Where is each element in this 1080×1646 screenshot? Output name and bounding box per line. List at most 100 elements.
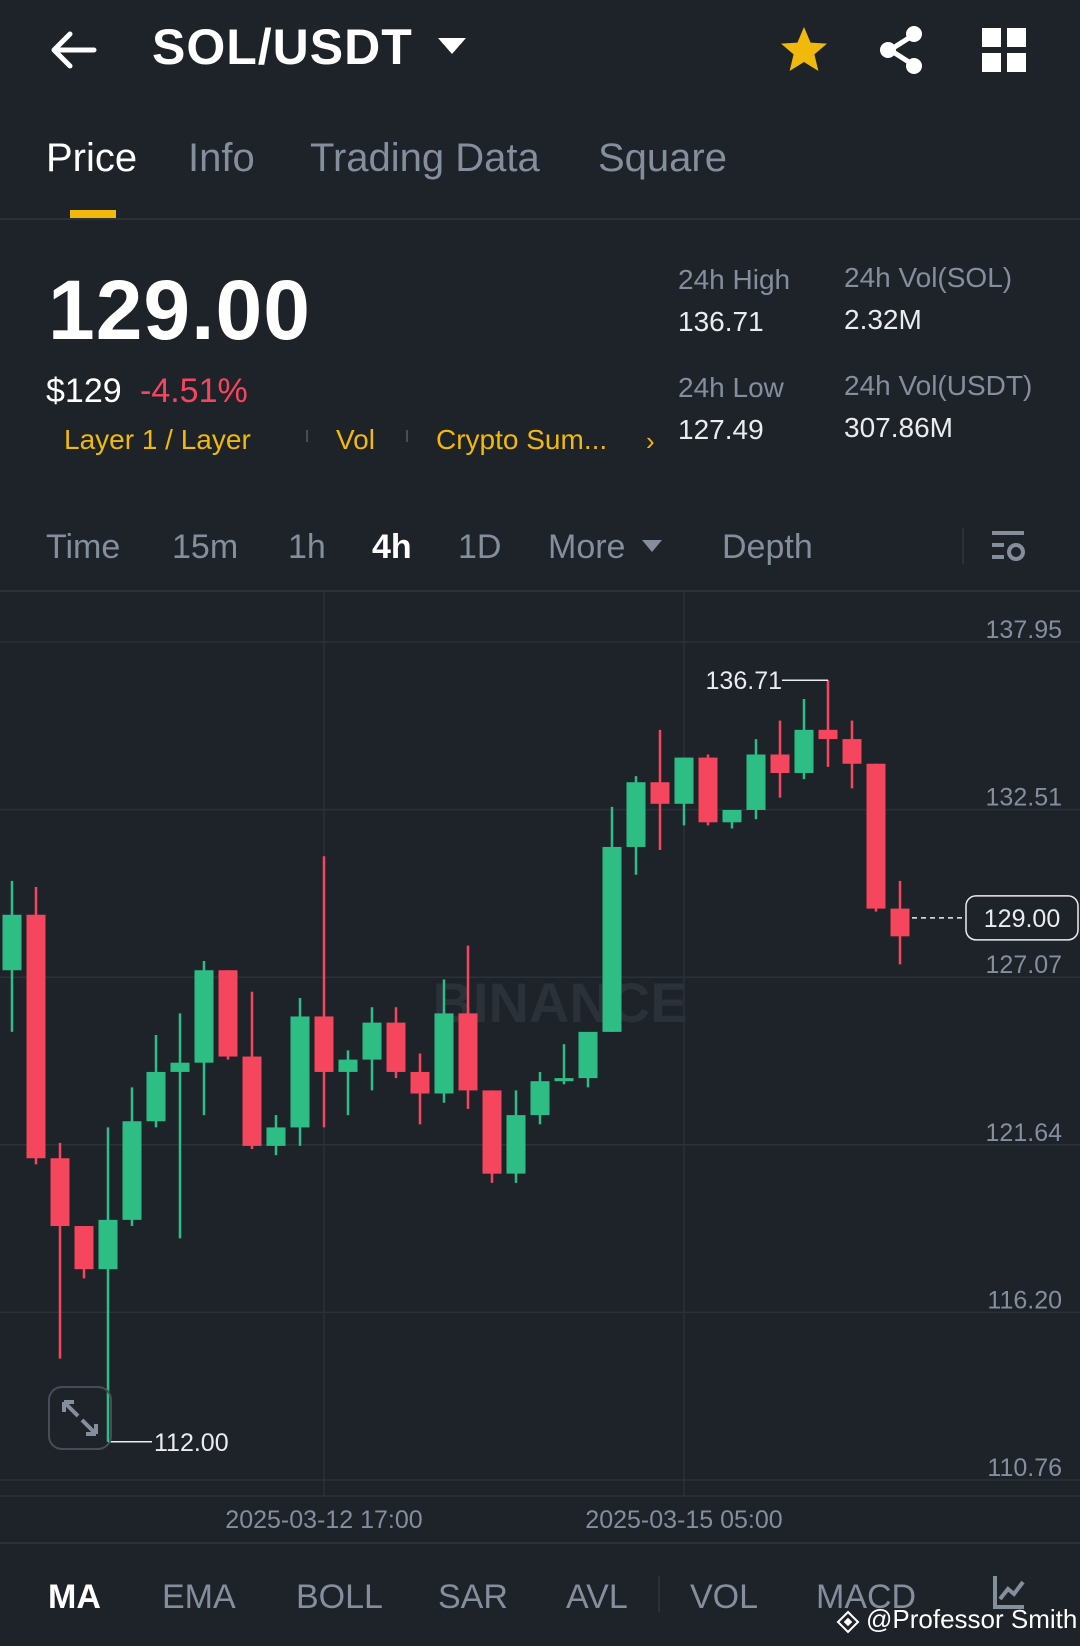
high-marker-label: 136.71 xyxy=(706,667,782,695)
interval-1d[interactable]: 1D xyxy=(458,528,502,566)
stat-24h-vol-quote-label: 24h Vol(USDT) xyxy=(844,370,1033,401)
stat-24h-vol-quote-value: 307.86M xyxy=(844,412,953,443)
tab-trading-data[interactable]: Trading Data xyxy=(310,136,540,180)
candle-body xyxy=(506,1115,526,1174)
usd-price: $129 xyxy=(46,372,122,410)
binance-logo-icon xyxy=(836,1610,860,1634)
caret-down-icon[interactable] xyxy=(438,38,466,54)
candle-body xyxy=(842,739,862,764)
candle-body xyxy=(386,1022,406,1072)
candle-body xyxy=(674,757,694,804)
tag-separator xyxy=(306,430,308,442)
interval-time[interactable]: Time xyxy=(46,528,121,566)
back-arrow-icon[interactable] xyxy=(48,28,98,72)
candles xyxy=(2,680,910,1442)
caret-down-icon[interactable] xyxy=(642,540,662,552)
candle-body xyxy=(890,908,910,937)
candle-body xyxy=(818,729,838,740)
candle-body xyxy=(26,914,46,1159)
candle-body xyxy=(194,970,214,1063)
grid-menu-icon[interactable] xyxy=(982,28,1026,72)
candle-body xyxy=(794,729,814,773)
candle-body xyxy=(170,1062,190,1072)
candle-body xyxy=(146,1071,166,1122)
candle-body xyxy=(458,1013,478,1091)
active-tab-indicator xyxy=(70,210,116,218)
stat-24h-low-label: 24h Low xyxy=(678,372,784,403)
interval-more[interactable]: More xyxy=(548,528,626,566)
stat-24h-low-value: 127.49 xyxy=(678,414,764,445)
interval-4h[interactable]: 4h xyxy=(372,528,412,566)
candle-body xyxy=(362,1022,382,1060)
candle-body xyxy=(290,1016,310,1128)
stat-24h-high-label: 24h High xyxy=(678,264,791,295)
tab-price[interactable]: Price xyxy=(46,136,138,180)
candle-body xyxy=(314,1016,334,1072)
candle-body xyxy=(626,782,646,847)
candle-body xyxy=(602,846,622,1032)
indicator-boll[interactable]: BOLL xyxy=(296,1578,383,1616)
indicator-vol[interactable]: VOL xyxy=(690,1578,759,1616)
chart-grid xyxy=(0,592,1080,1497)
tag-layer1[interactable]: Layer 1 / Layer xyxy=(64,424,251,455)
tag-vol[interactable]: Vol xyxy=(336,424,375,455)
candle-body xyxy=(2,914,22,971)
candle-body xyxy=(434,1013,454,1094)
candle-body xyxy=(482,1090,502,1174)
indicator-settings-icon[interactable] xyxy=(992,1574,1026,1610)
candle-body xyxy=(218,970,238,1057)
tag-crypto-summary[interactable]: Crypto Sum... xyxy=(436,424,608,455)
y-tick-label: 110.76 xyxy=(987,1454,1062,1482)
stat-24h-vol-base-label: 24h Vol(SOL) xyxy=(844,262,1013,293)
low-marker-label: 112.00 xyxy=(154,1429,229,1457)
x-axis-labels: 2025-03-12 17:00 2025-03-15 05:00 xyxy=(225,1506,782,1534)
y-tick-label: 116.20 xyxy=(987,1286,1062,1314)
interval-separator xyxy=(962,528,964,564)
indicator-ma[interactable]: MA xyxy=(48,1578,101,1616)
price-change-percent: -4.51% xyxy=(140,372,248,410)
indicator-sar[interactable]: SAR xyxy=(438,1578,508,1616)
stat-24h-vol-base-value: 2.32M xyxy=(844,304,922,335)
candle-body xyxy=(98,1219,118,1270)
candle-body xyxy=(266,1127,286,1146)
candle-body xyxy=(578,1031,598,1079)
candle-body xyxy=(554,1078,574,1082)
candle-body xyxy=(530,1081,550,1116)
tab-depth[interactable]: Depth xyxy=(722,528,813,566)
candle-body xyxy=(338,1059,358,1072)
candle-body xyxy=(866,763,886,909)
star-icon[interactable] xyxy=(778,24,830,76)
y-tick-label: 137.95 xyxy=(986,616,1062,644)
indicator-separator xyxy=(658,1576,660,1612)
indicator-divider xyxy=(0,1542,1080,1544)
candle-body xyxy=(122,1121,142,1220)
candle-body xyxy=(242,1056,262,1146)
indicator-avl[interactable]: AVL xyxy=(566,1578,628,1616)
fullscreen-button[interactable] xyxy=(48,1386,112,1450)
pair-title[interactable]: SOL/USDT xyxy=(152,19,413,75)
candle-body xyxy=(650,782,670,804)
tag-separator xyxy=(406,430,408,442)
candle-body xyxy=(722,809,742,823)
y-axis-labels: 137.95 132.51 127.07 121.64 116.20 110.76 xyxy=(986,616,1063,1482)
expand-icon xyxy=(62,1400,98,1436)
y-tick-label: 127.07 xyxy=(986,951,1062,979)
chart-settings-icon[interactable] xyxy=(990,528,1026,566)
x-tick-label: 2025-03-12 17:00 xyxy=(225,1506,422,1534)
candlestick-chart[interactable]: BINANCE 137.95132.51127.07121.64116.2011… xyxy=(0,592,1080,1542)
indicator-macd[interactable]: MACD xyxy=(816,1578,917,1616)
candle-body xyxy=(770,754,790,773)
interval-15m[interactable]: 15m xyxy=(172,528,239,566)
interval-1h[interactable]: 1h xyxy=(288,528,326,566)
share-icon[interactable] xyxy=(876,24,926,76)
candle-body xyxy=(410,1071,430,1094)
tab-info[interactable]: Info xyxy=(188,136,255,180)
user-watermark: @Professor Smith xyxy=(866,1604,1078,1634)
chevron-right-icon[interactable]: › xyxy=(646,426,655,456)
candle-body xyxy=(698,757,718,823)
tab-square[interactable]: Square xyxy=(598,136,727,180)
tabs-divider xyxy=(0,218,1080,220)
chart-top-border xyxy=(0,590,1080,592)
y-tick-label: 132.51 xyxy=(986,784,1062,812)
indicator-ema[interactable]: EMA xyxy=(162,1578,236,1616)
